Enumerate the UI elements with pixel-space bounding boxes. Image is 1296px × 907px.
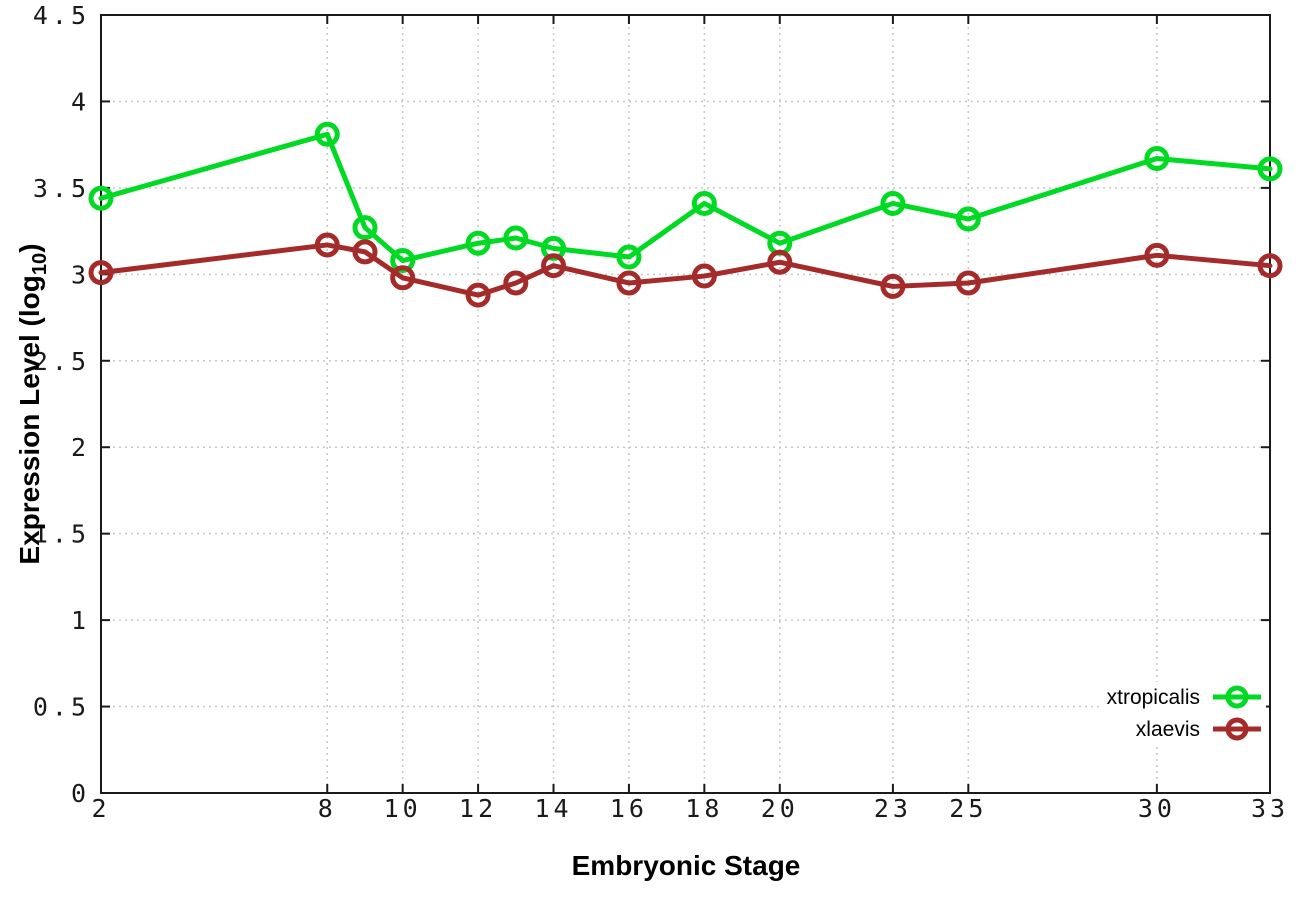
xtropicalis-line-marker-icon bbox=[1213, 685, 1261, 709]
x-tick-label: 8 bbox=[318, 794, 337, 823]
data-point-xtropicalis bbox=[352, 215, 378, 241]
data-point-xtropicalis bbox=[1257, 156, 1283, 182]
data-point-xlaevis bbox=[352, 239, 378, 265]
data-point-xlaevis bbox=[390, 265, 416, 291]
y-axis-title-suffix: ) bbox=[14, 243, 46, 253]
data-point-xtropicalis bbox=[880, 190, 906, 216]
x-tick-label: 25 bbox=[949, 794, 987, 823]
data-point-xtropicalis bbox=[541, 235, 567, 261]
data-point-xlaevis bbox=[691, 263, 717, 289]
data-point-xlaevis bbox=[88, 260, 114, 286]
data-point-xlaevis bbox=[955, 270, 981, 296]
y-tick-label: 4.5 bbox=[33, 1, 90, 30]
x-axis-title: Embryonic Stage bbox=[571, 850, 801, 881]
y-tick-label: 0 bbox=[71, 779, 90, 808]
x-tick-label: 2 bbox=[91, 794, 110, 823]
data-point-xlaevis bbox=[616, 270, 642, 296]
x-tick-label: 23 bbox=[874, 794, 912, 823]
legend-label-xtropicalis: xtropicalis bbox=[1106, 685, 1200, 709]
y-tick-label: 1 bbox=[71, 606, 90, 635]
data-point-xtropicalis bbox=[465, 230, 491, 256]
x-tick-label: 12 bbox=[459, 794, 497, 823]
series-line-xtropicalis bbox=[98, 131, 1273, 264]
data-point-xlaevis bbox=[767, 249, 793, 275]
data-point-xlaevis bbox=[503, 270, 529, 296]
data-point-xlaevis bbox=[1257, 253, 1283, 279]
x-tick-label: 33 bbox=[1251, 794, 1289, 823]
y-tick-label: 3.5 bbox=[33, 174, 90, 203]
data-point-xlaevis bbox=[880, 273, 906, 299]
x-tick-label: 30 bbox=[1138, 794, 1176, 823]
legend: xtropicalis xlaevis bbox=[1102, 682, 1266, 744]
y-axis-title-text: Expression Level (log bbox=[14, 275, 46, 565]
data-point-xlaevis bbox=[541, 253, 567, 279]
x-tick-label: 20 bbox=[761, 794, 799, 823]
y-axis-title-subscript: 10 bbox=[28, 252, 51, 276]
data-point-xtropicalis bbox=[390, 248, 416, 274]
data-point-xtropicalis bbox=[955, 206, 981, 232]
data-point-xtropicalis bbox=[1144, 145, 1170, 171]
series-line-xlaevis bbox=[98, 242, 1273, 298]
x-tick-label: 10 bbox=[384, 794, 422, 823]
y-tick-label: 2 bbox=[71, 433, 90, 462]
data-point-xtropicalis bbox=[691, 190, 717, 216]
xlaevis-line-marker-icon bbox=[1213, 717, 1261, 741]
y-tick-label: 0.5 bbox=[33, 693, 90, 722]
data-point-xtropicalis bbox=[616, 244, 642, 270]
legend-label-xlaevis: xlaevis bbox=[1135, 717, 1200, 741]
y-tick-label: 2.5 bbox=[33, 347, 90, 376]
data-point-xlaevis bbox=[314, 232, 340, 258]
x-tick-label: 16 bbox=[610, 794, 648, 823]
data-point-xtropicalis bbox=[314, 121, 340, 147]
x-tick-label: 14 bbox=[534, 794, 572, 823]
y-axis-title: Expression Level (log10) bbox=[14, 243, 52, 564]
y-tick-label: 3 bbox=[71, 260, 90, 289]
y-tick-label: 1.5 bbox=[33, 520, 90, 549]
data-point-xlaevis bbox=[1144, 242, 1170, 268]
data-point-xlaevis bbox=[465, 282, 491, 308]
data-point-xtropicalis bbox=[88, 185, 114, 211]
legend-item-xtropicalis: xtropicalis bbox=[1107, 684, 1262, 710]
x-tick-label: 18 bbox=[685, 794, 723, 823]
legend-item-xlaevis: xlaevis bbox=[1107, 716, 1262, 742]
data-point-xtropicalis bbox=[503, 225, 529, 251]
y-tick-label: 4 bbox=[71, 87, 90, 116]
plot-border bbox=[100, 14, 1271, 794]
